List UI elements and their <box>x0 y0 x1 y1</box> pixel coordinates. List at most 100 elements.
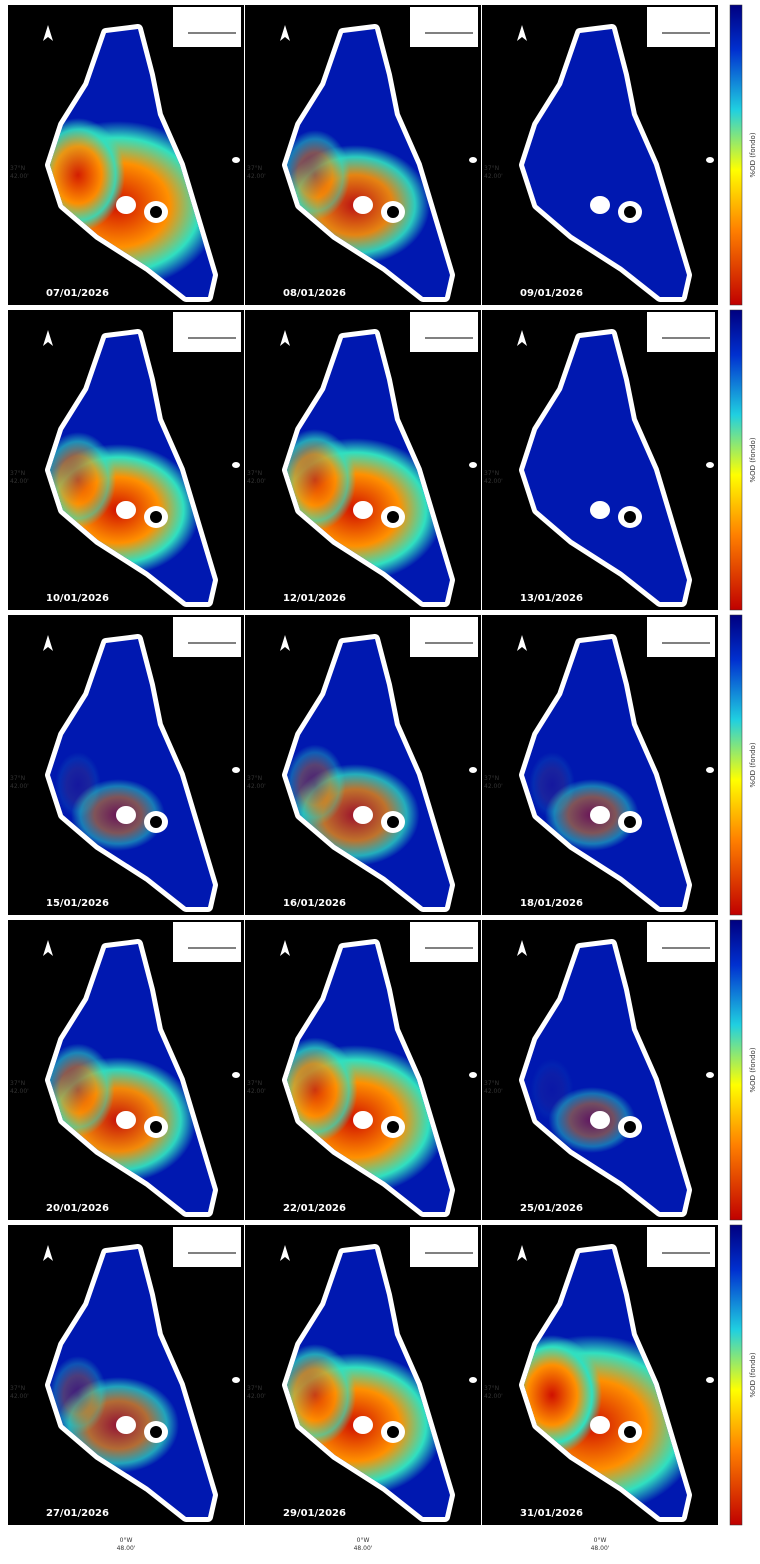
map-panel: 31/01/2026 37°N42.00' <box>482 1225 718 1525</box>
islet <box>469 157 477 163</box>
lon-label: 48.00' <box>354 1545 373 1552</box>
lat-label: 42.00' <box>484 1393 503 1400</box>
land-inset <box>410 312 478 352</box>
warm-zone <box>287 744 346 826</box>
lat-label: 42.00' <box>10 173 29 180</box>
map-panel: 25/01/2026 37°N42.00' <box>482 920 718 1220</box>
land-inset <box>173 922 241 962</box>
colorbar-label: %OD (fondo) <box>749 437 757 482</box>
islet <box>469 1072 477 1078</box>
north-arrow <box>517 330 527 346</box>
islet <box>469 462 477 468</box>
north-arrow <box>280 940 290 956</box>
map-panel: 27/01/2026 37°N42.00' <box>8 1225 244 1525</box>
land <box>158 5 244 305</box>
islet <box>469 767 477 773</box>
date-label: 18/01/2026 <box>520 898 583 909</box>
map-panel: 22/01/2026 37°N42.00' <box>245 920 481 1220</box>
map-panel: 08/01/2026 37°N42.00' <box>245 5 481 305</box>
lon-label: 0°W <box>120 1537 133 1544</box>
colorbar-label: %OD (fondo) <box>749 742 757 787</box>
date-label: 25/01/2026 <box>520 1203 583 1214</box>
warm-zone <box>55 752 101 818</box>
land-inset <box>647 922 715 962</box>
lat-label: 37°N <box>10 470 25 477</box>
island-core <box>150 206 162 218</box>
land <box>158 1225 244 1525</box>
north-arrow <box>43 1245 53 1261</box>
island <box>353 196 373 214</box>
island-core <box>624 1426 636 1438</box>
land-inset <box>173 617 241 657</box>
lat-label: 37°N <box>247 470 262 477</box>
lat-label: 42.00' <box>10 1393 29 1400</box>
lat-label: 42.00' <box>10 783 29 790</box>
land-inset <box>410 7 478 47</box>
lon-label: 48.00' <box>117 1545 136 1552</box>
colorbar <box>729 614 743 916</box>
land-inset <box>173 7 241 47</box>
islet <box>706 462 714 468</box>
island-core <box>387 1121 399 1133</box>
lat-label: 37°N <box>10 1080 25 1087</box>
islet <box>232 767 240 773</box>
lat-label: 37°N <box>484 1385 499 1392</box>
land-inset <box>173 312 241 352</box>
date-label: 15/01/2026 <box>46 898 109 909</box>
lat-label: 37°N <box>247 1385 262 1392</box>
map-panel: 20/01/2026 37°N42.00' <box>8 920 244 1220</box>
date-label: 29/01/2026 <box>283 1508 346 1519</box>
islet <box>232 462 240 468</box>
island <box>116 1111 136 1129</box>
land <box>158 920 244 1220</box>
island <box>116 196 136 214</box>
land <box>395 1225 481 1525</box>
colorbar <box>729 309 743 611</box>
warm-zone <box>50 1356 107 1434</box>
date-label: 13/01/2026 <box>520 593 583 604</box>
land-inset <box>173 1227 241 1267</box>
land <box>395 920 481 1220</box>
lat-label: 37°N <box>247 775 262 782</box>
lat-label: 42.00' <box>247 1393 266 1400</box>
map-panel: 09/01/2026 37°N42.00' <box>482 5 718 305</box>
date-label: 22/01/2026 <box>283 1203 346 1214</box>
island-core <box>624 816 636 828</box>
date-label: 08/01/2026 <box>283 288 346 299</box>
islet <box>232 1377 240 1383</box>
land-inset <box>410 617 478 657</box>
island-core <box>624 206 636 218</box>
island <box>590 806 610 824</box>
lat-label: 37°N <box>247 1080 262 1087</box>
lat-label: 37°N <box>247 165 262 172</box>
north-arrow <box>43 635 53 651</box>
lon-label: 48.00' <box>591 1545 610 1552</box>
island <box>590 501 610 519</box>
land <box>395 615 481 915</box>
date-label: 20/01/2026 <box>46 1203 109 1214</box>
lat-label: 37°N <box>10 1385 25 1392</box>
land <box>632 5 718 305</box>
island <box>116 1416 136 1434</box>
lat-label: 37°N <box>484 165 499 172</box>
colorbar <box>729 919 743 1221</box>
islet <box>706 1377 714 1383</box>
north-arrow <box>43 25 53 41</box>
island <box>353 1111 373 1129</box>
lat-label: 37°N <box>10 775 25 782</box>
island <box>590 196 610 214</box>
islet <box>706 767 714 773</box>
land-inset <box>410 1227 478 1267</box>
colorbar <box>729 1224 743 1526</box>
north-arrow <box>280 1245 290 1261</box>
lat-label: 37°N <box>484 775 499 782</box>
lat-label: 37°N <box>10 165 25 172</box>
north-arrow <box>517 940 527 956</box>
lat-label: 42.00' <box>247 1088 266 1095</box>
north-arrow <box>517 635 527 651</box>
north-arrow <box>517 25 527 41</box>
warm-zone <box>530 1058 574 1122</box>
north-arrow <box>280 635 290 651</box>
island <box>590 1416 610 1434</box>
